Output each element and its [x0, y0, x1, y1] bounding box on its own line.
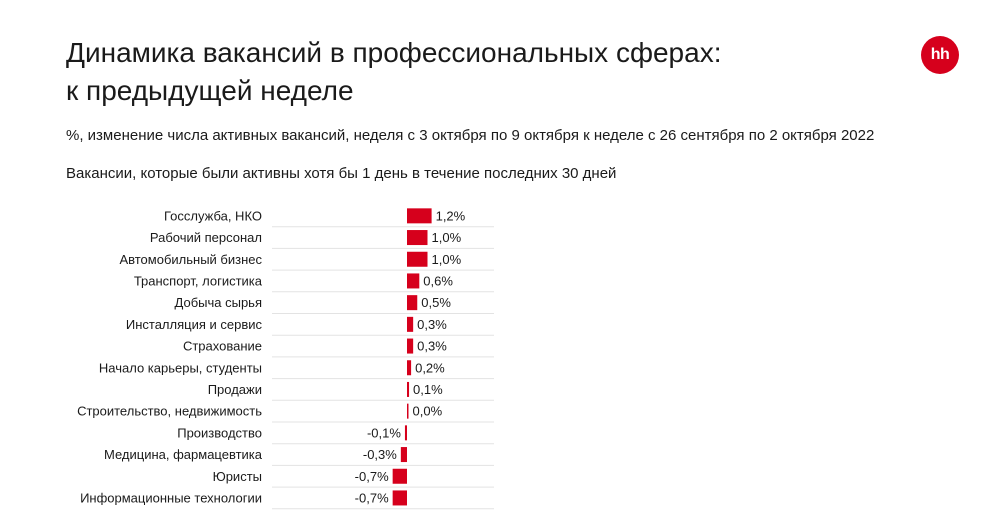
bar-chart: Госслужба, НКО 1,2% Рабочий персонал 1,0% Ав… — [77, 208, 494, 510]
bar — [407, 338, 414, 354]
bar — [407, 230, 428, 246]
bar — [407, 273, 420, 289]
title-line-1: Динамика вакансий в профессиональных сфе… — [66, 37, 722, 68]
value-label: 0,1% — [413, 382, 443, 397]
category-label: Строительство, недвижимость — [77, 404, 262, 419]
value-label: 0,5% — [421, 295, 451, 310]
bar — [407, 295, 418, 311]
category-label: Инсталляция и сервис — [126, 317, 263, 332]
value-label: 0,0% — [413, 404, 443, 419]
value-label: -0,7% — [355, 490, 389, 505]
bar — [392, 468, 407, 484]
category-label: Продажи — [208, 382, 262, 397]
bar — [407, 316, 414, 332]
bar — [407, 208, 432, 224]
bar — [404, 425, 407, 441]
category-label: Страхование — [183, 339, 262, 354]
value-label: 0,6% — [423, 273, 453, 288]
bar — [392, 490, 407, 506]
hh-logo: hh — [921, 36, 959, 74]
bar — [407, 403, 409, 419]
title-line-2: к предыдущей неделе — [66, 75, 354, 106]
bar — [407, 251, 428, 267]
value-label: -0,1% — [367, 425, 401, 440]
chart-subtitle: %, изменение числа активных вакансий, не… — [66, 127, 875, 144]
category-label: Производство — [177, 425, 262, 440]
category-label: Юристы — [213, 469, 262, 484]
chart-title: Динамика вакансий в профессиональных сфе… — [66, 34, 826, 110]
category-label: Информационные технологии — [80, 490, 262, 505]
value-label: 0,3% — [417, 339, 447, 354]
category-label: Добыча сырья — [175, 295, 262, 310]
bar — [407, 360, 412, 376]
value-label: 0,2% — [415, 360, 445, 375]
value-label: 1,2% — [436, 208, 466, 223]
category-label: Начало карьеры, студенты — [99, 360, 262, 375]
value-label: -0,3% — [363, 447, 397, 462]
value-label: 1,0% — [432, 252, 462, 267]
value-label: 1,0% — [432, 230, 462, 245]
category-label: Рабочий персонал — [150, 230, 262, 245]
chart-note: Вакансии, которые были активны хотя бы 1… — [66, 165, 617, 182]
bar — [407, 381, 410, 397]
value-label: 0,3% — [417, 317, 447, 332]
category-label: Автомобильный бизнес — [119, 252, 262, 267]
value-label: -0,7% — [355, 469, 389, 484]
category-label: Транспорт, логистика — [134, 273, 263, 288]
category-label: Медицина, фармацевтика — [104, 447, 263, 462]
bar — [400, 447, 407, 463]
category-label: Госслужба, НКО — [164, 208, 262, 223]
